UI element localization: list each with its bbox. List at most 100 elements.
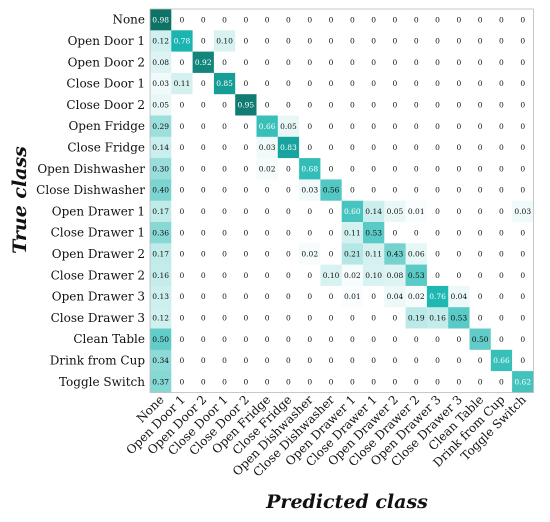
heatmap-cell — [299, 72, 321, 95]
cell-value-label: 0 — [371, 335, 376, 344]
heatmap-cell — [512, 264, 534, 287]
cell-value-label: 0 — [201, 292, 206, 301]
cell-value-label: 0 — [456, 79, 461, 88]
heatmap-cell — [171, 158, 193, 180]
cell-value-label: 0 — [329, 377, 334, 386]
cell-value-label: 0.50 — [152, 335, 169, 344]
cell-value-label: 0 — [520, 122, 525, 131]
heatmap-cell — [213, 94, 236, 116]
cell-value-label: 0 — [329, 37, 334, 46]
heatmap-cell — [171, 9, 193, 31]
heatmap-cell — [469, 94, 492, 116]
heatmap-cell — [213, 222, 236, 244]
cell-value-label: 0 — [499, 79, 504, 88]
cell-value-label: 0.17 — [152, 250, 169, 259]
heatmap-cell — [256, 115, 279, 138]
cell-value-label: 0 — [286, 313, 291, 322]
cell-value-label: 0.03 — [301, 186, 318, 195]
cell-value-label: 0 — [329, 313, 334, 322]
cell-value-label: 0 — [243, 228, 248, 237]
cell-value-label: 0 — [286, 228, 291, 237]
heatmap-cell — [469, 72, 492, 95]
y-tick-label: Open Drawer 1 — [52, 204, 145, 218]
cell-value-label: 0 — [435, 377, 440, 386]
cell-value-label: 0 — [393, 186, 398, 195]
cell-value-label: 0.08 — [387, 271, 404, 280]
heatmap-cell — [213, 200, 236, 223]
cell-value-label: 0 — [180, 228, 185, 237]
heatmap-cell — [256, 264, 279, 287]
y-tick-label: None — [112, 13, 145, 27]
cell-value-label: 0 — [180, 186, 185, 195]
heatmap-cell — [213, 115, 236, 138]
cell-value-label: 0 — [307, 37, 312, 46]
cell-value-label: 0 — [180, 250, 185, 259]
cell-value-label: 0 — [222, 271, 227, 280]
cell-value-label: 0 — [243, 186, 248, 195]
cell-value-label: 0.29 — [152, 122, 169, 131]
cell-value-label: 0 — [393, 164, 398, 173]
cell-value-label: 0 — [499, 143, 504, 152]
cell-value-label: 0 — [201, 250, 206, 259]
cell-value-label: 0 — [478, 37, 483, 46]
heatmap-cell — [341, 222, 364, 244]
cell-value-label: 0.78 — [174, 37, 191, 46]
cell-value-label: 0 — [520, 15, 525, 24]
cell-value-label: 0.53 — [408, 271, 425, 280]
y-tick-label: Close Fridge — [67, 140, 145, 154]
heatmap-cell — [363, 200, 385, 223]
cell-value-label: 0 — [499, 15, 504, 24]
heatmap-cell — [299, 115, 321, 138]
y-tick-label: Open Door 1 — [68, 34, 145, 48]
cell-value-label: 0 — [180, 207, 185, 216]
heatmap-cell — [469, 200, 492, 223]
heatmap-cell — [426, 115, 449, 138]
heatmap-cell — [171, 30, 193, 52]
heatmap-cell — [235, 243, 257, 265]
heatmap-cell — [235, 328, 257, 351]
heatmap-cell — [405, 72, 428, 95]
heatmap-cell — [341, 371, 364, 393]
heatmap-cell — [192, 158, 215, 180]
heatmap-cell — [405, 285, 428, 308]
heatmap-cell — [213, 307, 236, 329]
heatmap-cell — [512, 30, 534, 52]
cell-value-label: 0 — [393, 356, 398, 365]
cell-value-label: 0 — [265, 37, 270, 46]
cell-value-label: 0 — [520, 250, 525, 259]
heatmap-cell — [448, 94, 470, 116]
cell-value-label: 0 — [243, 207, 248, 216]
heatmap-cell — [426, 222, 449, 244]
heatmap-cell — [469, 349, 492, 372]
heatmap-cell — [405, 51, 428, 74]
cell-value-label: 0.01 — [344, 292, 361, 301]
cell-value-label: 0 — [456, 58, 461, 67]
heatmap-cell — [341, 136, 364, 159]
heatmap-cell — [490, 307, 513, 329]
heatmap-cell — [277, 285, 300, 308]
cell-value-label: 0 — [478, 186, 483, 195]
heatmap-cell — [363, 349, 385, 372]
heatmap-cell — [299, 243, 321, 265]
cell-value-label: 0 — [435, 58, 440, 67]
heatmap-cell — [469, 115, 492, 138]
cell-value-label: 0.14 — [152, 143, 169, 152]
cell-value-label: 0 — [499, 122, 504, 131]
heatmap-cell — [235, 349, 257, 372]
cell-value-label: 0 — [307, 356, 312, 365]
cell-value-label: 0 — [456, 164, 461, 173]
heatmap-cell — [171, 136, 193, 159]
heatmap-cell — [256, 349, 279, 372]
heatmap-cell — [490, 349, 513, 372]
cell-value-label: 0 — [435, 271, 440, 280]
cell-value-label: 0 — [478, 228, 483, 237]
heatmap-cell — [192, 51, 215, 74]
heatmap-cell — [405, 158, 428, 180]
cell-value-label: 0 — [520, 335, 525, 344]
cell-value-label: 0 — [265, 313, 270, 322]
cell-value-label: 0.10 — [216, 37, 233, 46]
heatmap-cell — [363, 94, 385, 116]
cell-value-label: 0 — [222, 313, 227, 322]
cell-value-label: 0.14 — [365, 207, 382, 216]
